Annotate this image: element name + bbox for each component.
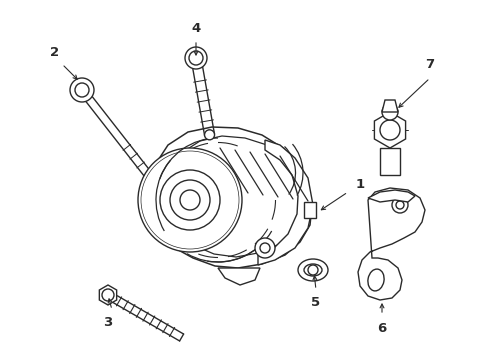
Circle shape bbox=[254, 238, 274, 258]
Polygon shape bbox=[381, 100, 397, 112]
Polygon shape bbox=[379, 148, 399, 175]
Circle shape bbox=[395, 201, 403, 209]
Circle shape bbox=[170, 180, 209, 220]
Circle shape bbox=[381, 104, 397, 120]
Polygon shape bbox=[163, 136, 304, 257]
Circle shape bbox=[204, 130, 214, 140]
Text: 6: 6 bbox=[377, 321, 386, 334]
Text: 7: 7 bbox=[425, 58, 434, 72]
Circle shape bbox=[189, 51, 203, 65]
Text: 1: 1 bbox=[355, 179, 364, 192]
Circle shape bbox=[260, 243, 269, 253]
Circle shape bbox=[138, 148, 242, 252]
Circle shape bbox=[70, 78, 94, 102]
Circle shape bbox=[75, 83, 89, 97]
Ellipse shape bbox=[304, 264, 321, 276]
Polygon shape bbox=[304, 202, 315, 218]
Polygon shape bbox=[148, 127, 311, 268]
Polygon shape bbox=[374, 112, 405, 148]
Text: 2: 2 bbox=[50, 45, 60, 58]
Ellipse shape bbox=[297, 259, 327, 281]
Polygon shape bbox=[218, 268, 260, 285]
Polygon shape bbox=[357, 188, 424, 300]
Circle shape bbox=[184, 47, 206, 69]
Circle shape bbox=[307, 265, 317, 275]
Circle shape bbox=[141, 151, 239, 249]
Circle shape bbox=[160, 170, 220, 230]
Circle shape bbox=[102, 289, 114, 301]
Circle shape bbox=[379, 120, 399, 140]
Text: 3: 3 bbox=[103, 315, 112, 328]
Circle shape bbox=[142, 153, 237, 247]
Polygon shape bbox=[258, 140, 312, 265]
Circle shape bbox=[391, 197, 407, 213]
Text: 5: 5 bbox=[311, 296, 320, 309]
Polygon shape bbox=[99, 285, 117, 305]
Ellipse shape bbox=[367, 269, 383, 291]
Circle shape bbox=[180, 190, 200, 210]
Polygon shape bbox=[367, 190, 414, 202]
Circle shape bbox=[146, 156, 234, 244]
Text: 4: 4 bbox=[191, 22, 200, 35]
